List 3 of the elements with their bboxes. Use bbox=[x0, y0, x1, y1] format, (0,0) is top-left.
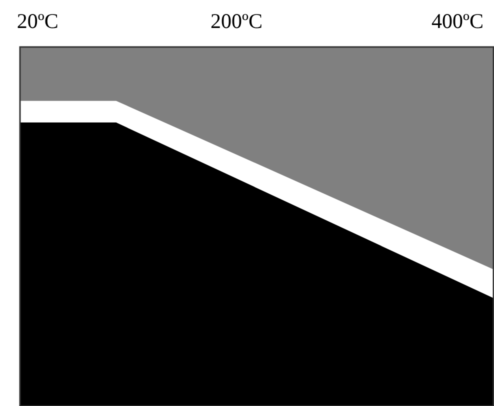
x-tick-label: 400ºC bbox=[432, 9, 484, 33]
x-tick-label: 20ºC bbox=[16, 9, 58, 33]
x-tick-label: 200ºC bbox=[210, 9, 263, 33]
